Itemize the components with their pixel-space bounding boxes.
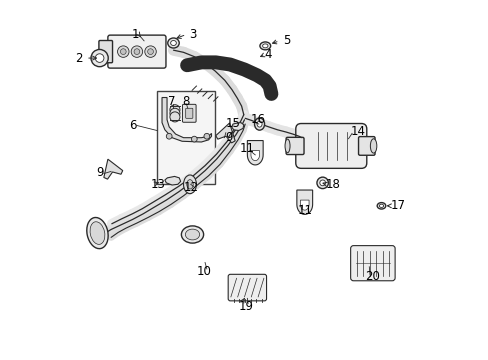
Text: 5: 5	[283, 34, 290, 48]
Text: 6: 6	[129, 119, 136, 132]
Ellipse shape	[167, 38, 179, 48]
FancyBboxPatch shape	[350, 246, 394, 281]
Text: 15: 15	[225, 117, 240, 130]
Text: 7: 7	[167, 95, 175, 108]
Text: 4: 4	[264, 48, 271, 61]
Ellipse shape	[170, 41, 176, 45]
Text: 9: 9	[225, 131, 233, 144]
Text: 2: 2	[75, 51, 82, 64]
FancyBboxPatch shape	[99, 41, 112, 63]
Polygon shape	[164, 176, 180, 185]
Ellipse shape	[90, 222, 104, 244]
Text: 18: 18	[325, 178, 340, 191]
Polygon shape	[215, 123, 235, 143]
Ellipse shape	[185, 229, 199, 240]
Text: 12: 12	[183, 181, 198, 194]
Ellipse shape	[376, 203, 385, 209]
FancyBboxPatch shape	[108, 35, 165, 68]
Circle shape	[319, 180, 325, 186]
Circle shape	[144, 46, 156, 57]
Circle shape	[166, 134, 172, 139]
Ellipse shape	[262, 44, 267, 48]
Circle shape	[147, 49, 153, 54]
Circle shape	[134, 49, 140, 54]
Text: 3: 3	[188, 28, 196, 41]
Polygon shape	[250, 150, 259, 161]
Text: 10: 10	[197, 265, 211, 278]
Text: 19: 19	[238, 300, 253, 313]
Polygon shape	[103, 159, 122, 179]
Circle shape	[120, 49, 126, 54]
Circle shape	[169, 112, 180, 122]
FancyBboxPatch shape	[182, 104, 196, 122]
Ellipse shape	[183, 175, 196, 194]
Ellipse shape	[257, 121, 262, 127]
Ellipse shape	[260, 42, 270, 50]
Text: 1: 1	[131, 28, 139, 41]
Circle shape	[169, 105, 180, 115]
Circle shape	[203, 134, 209, 139]
FancyBboxPatch shape	[295, 123, 366, 168]
Text: 16: 16	[250, 113, 265, 126]
Circle shape	[191, 136, 197, 142]
FancyBboxPatch shape	[185, 108, 192, 118]
Text: 17: 17	[390, 199, 405, 212]
Circle shape	[316, 177, 328, 189]
Ellipse shape	[285, 139, 289, 153]
Ellipse shape	[186, 180, 193, 189]
Polygon shape	[231, 123, 244, 131]
Polygon shape	[300, 200, 308, 210]
Text: 11: 11	[297, 204, 312, 217]
Text: 9: 9	[97, 166, 104, 179]
FancyBboxPatch shape	[285, 137, 304, 154]
FancyBboxPatch shape	[358, 136, 374, 155]
Polygon shape	[247, 140, 263, 165]
Text: 8: 8	[182, 95, 189, 108]
Bar	[157, 91, 215, 184]
Polygon shape	[296, 190, 312, 215]
Circle shape	[131, 46, 142, 57]
Ellipse shape	[86, 217, 108, 249]
FancyBboxPatch shape	[228, 274, 266, 301]
Text: 11: 11	[240, 142, 254, 155]
Polygon shape	[162, 98, 211, 142]
Ellipse shape	[369, 139, 376, 153]
Circle shape	[117, 46, 129, 57]
Circle shape	[169, 108, 180, 118]
Text: 13: 13	[150, 178, 165, 191]
Text: 14: 14	[350, 125, 366, 138]
Circle shape	[91, 49, 108, 67]
Ellipse shape	[254, 118, 264, 130]
Text: 20: 20	[365, 270, 380, 283]
Ellipse shape	[181, 226, 203, 243]
Ellipse shape	[379, 204, 383, 207]
Circle shape	[95, 54, 104, 62]
